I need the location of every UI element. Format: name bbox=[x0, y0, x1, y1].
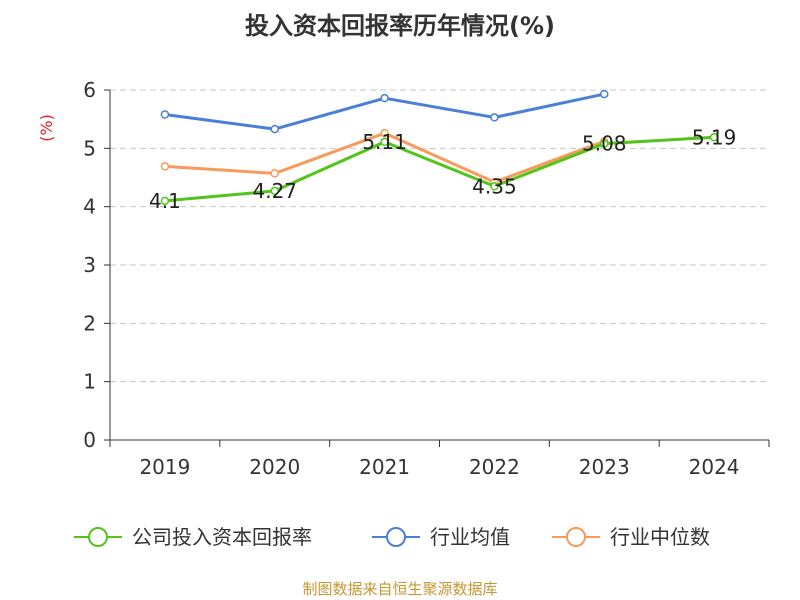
x-tick-label: 2019 bbox=[139, 455, 190, 479]
legend-label-1: 行业均值 bbox=[430, 525, 510, 549]
x-tick-label: 2021 bbox=[359, 455, 410, 479]
data-point-0 bbox=[270, 186, 279, 196]
data-point-1 bbox=[160, 110, 170, 119]
data-label: 4.1 bbox=[149, 189, 181, 213]
data-point-1 bbox=[490, 113, 499, 122]
y-tick-label: 1 bbox=[83, 370, 96, 394]
data-point-2 bbox=[160, 162, 170, 171]
x-tick-label: 2023 bbox=[579, 455, 630, 479]
data-point-0 bbox=[490, 182, 499, 191]
data-label: 4.27 bbox=[252, 179, 297, 203]
data-point-0 bbox=[160, 196, 170, 206]
data-point-1 bbox=[380, 93, 389, 103]
data-label: 5.08 bbox=[582, 132, 627, 156]
legend-label-2: 行业中位数 bbox=[610, 525, 710, 549]
x-tick-label: 2020 bbox=[249, 455, 300, 479]
legend-marker-0 bbox=[88, 527, 108, 547]
y-tick-label: 3 bbox=[83, 253, 96, 277]
y-tick-label: 2 bbox=[83, 311, 96, 335]
data-point-0 bbox=[380, 137, 389, 147]
data-point-1 bbox=[600, 89, 609, 99]
x-tick-label: 2024 bbox=[689, 455, 740, 479]
data-point-2 bbox=[380, 128, 389, 138]
chart-title: 投入资本回报率历年情况(%) bbox=[245, 12, 555, 40]
data-point-0 bbox=[600, 139, 609, 148]
y-tick-label: 0 bbox=[83, 428, 96, 452]
y-tick-label: 5 bbox=[83, 136, 96, 160]
source-note: 制图数据来自恒生聚源数据库 bbox=[302, 580, 497, 598]
legend-label-0: 公司投入资本回报率 bbox=[132, 525, 312, 549]
y-axis-label: (%) bbox=[37, 114, 56, 142]
legend-marker-1 bbox=[386, 527, 406, 547]
data-point-0 bbox=[709, 133, 719, 142]
y-tick-label: 6 bbox=[83, 78, 96, 102]
data-label: 5.11 bbox=[362, 130, 407, 154]
x-tick-label: 2022 bbox=[469, 455, 520, 479]
data-label: 4.35 bbox=[472, 174, 517, 198]
data-point-2 bbox=[270, 169, 279, 178]
y-tick-label: 4 bbox=[83, 195, 96, 219]
data-point-1 bbox=[270, 124, 279, 134]
legend-marker-2 bbox=[566, 527, 586, 547]
series-line-0 bbox=[164, 135, 715, 203]
data-label: 5.19 bbox=[692, 125, 737, 149]
